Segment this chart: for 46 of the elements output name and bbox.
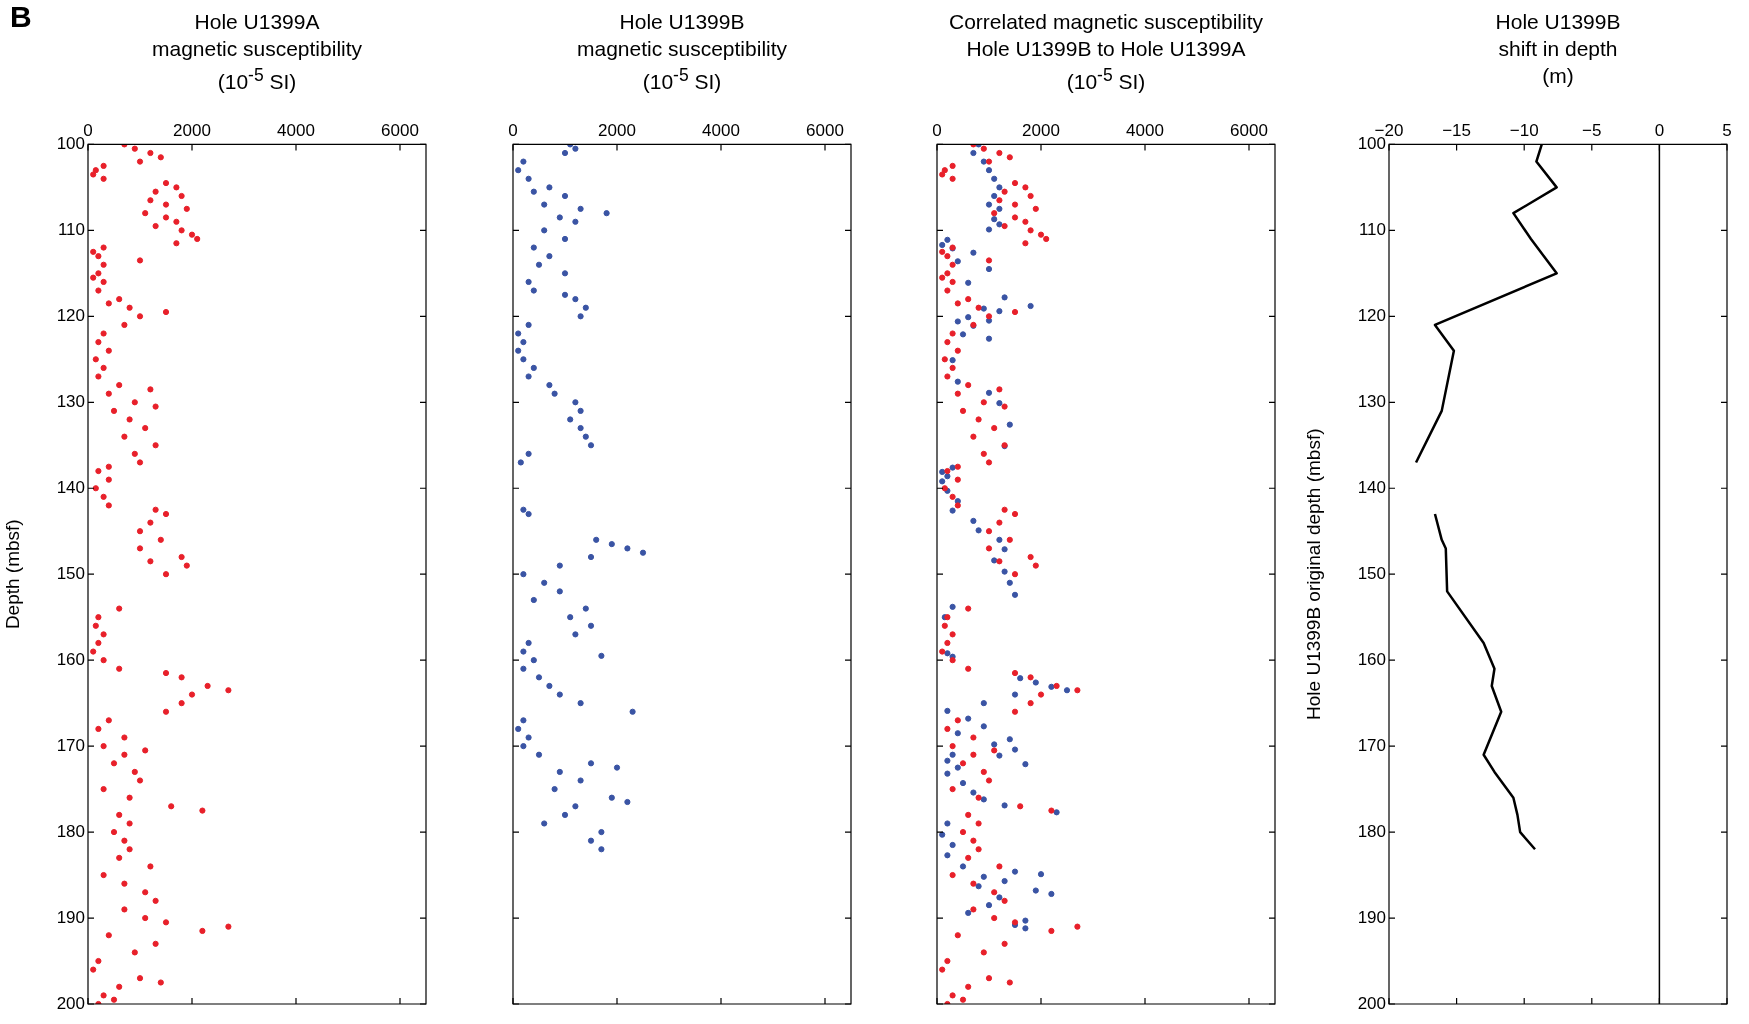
y-tick-label: 140 xyxy=(56,477,85,497)
y-tick-label: 180 xyxy=(56,821,85,841)
y-tick-label: 150 xyxy=(56,563,85,583)
x-tick-label: 0 xyxy=(83,120,93,140)
y-tick-label: 110 xyxy=(1358,220,1386,240)
x-tick-label: 4000 xyxy=(702,120,740,140)
y-tick-label: 130 xyxy=(56,391,85,411)
x-tick-label: −15 xyxy=(1442,120,1472,140)
chart-title: Hole U1399B magnetic susceptibility (10$^{-5}$ SI) xyxy=(575,9,789,95)
y-tick-label: 200 xyxy=(56,993,85,1013)
x-tick-label: 2000 xyxy=(598,120,636,140)
x-tick-label: 2000 xyxy=(173,120,211,140)
y-tick-label: 160 xyxy=(56,649,85,669)
y-tick-label: 190 xyxy=(56,907,85,927)
x-tick-label: −5 xyxy=(1582,120,1602,140)
text: B xyxy=(10,0,32,34)
chart-title: Correlated magnetic susceptibility Hole U1399B to Hole U1399A (10$^{-5}$ SI) xyxy=(948,9,1264,95)
x-tick-label: 6000 xyxy=(806,120,844,140)
y-tick-label: 150 xyxy=(1357,563,1386,583)
y-tick-label: 140 xyxy=(1357,477,1386,497)
y-tick-label: 180 xyxy=(1357,821,1386,841)
x-tick-label: 5 xyxy=(1722,120,1732,140)
y-tick-label: 200 xyxy=(1357,993,1386,1013)
y-tick-label: 170 xyxy=(56,735,85,755)
y-tick-label: 160 xyxy=(1357,649,1386,669)
chart-title: Hole U1399A magnetic susceptibility (10$^{-5}$ SI) xyxy=(151,10,363,93)
x-tick-label: 6000 xyxy=(1230,120,1268,140)
y-tick-label: 100 xyxy=(56,134,85,154)
y-tick-label: 120 xyxy=(1357,306,1386,326)
y-axis-title: Hole U1399B original depth (mbsf) xyxy=(1302,428,1324,720)
y-axis-title: Depth (mbsf) xyxy=(1,519,23,630)
x-tick-label: 4000 xyxy=(277,120,315,140)
y-tick-label: 120 xyxy=(56,306,85,326)
x-tick-label: 0 xyxy=(1654,120,1665,140)
y-tick-label: 110 xyxy=(57,220,85,240)
y-tick-label: 100 xyxy=(1357,134,1386,154)
y-tick-label: 190 xyxy=(1357,907,1386,927)
y-tick-label: 170 xyxy=(1357,735,1386,755)
x-tick-label: −10 xyxy=(1509,120,1539,140)
x-tick-label: 2000 xyxy=(1022,120,1060,140)
x-tick-label: 0 xyxy=(932,120,942,140)
y-tick-label: 130 xyxy=(1357,391,1386,411)
chart-title: Hole U1399B shift in depth (m) xyxy=(1494,9,1622,89)
x-tick-label: 0 xyxy=(508,120,518,140)
x-tick-label: 4000 xyxy=(1126,120,1164,140)
x-tick-label: 6000 xyxy=(381,120,419,140)
